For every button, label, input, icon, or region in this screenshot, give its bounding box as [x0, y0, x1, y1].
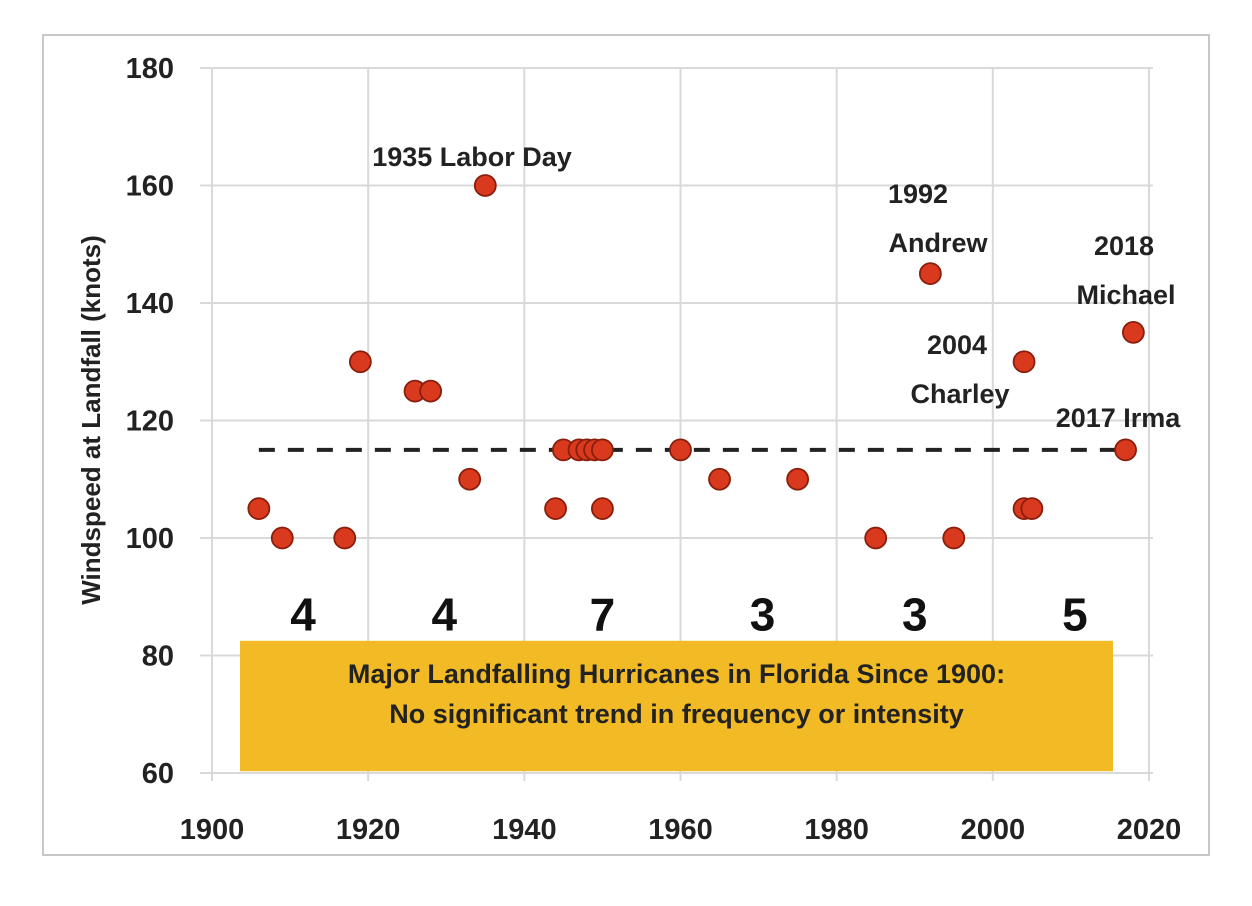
hurricane-annotations: 1935 Labor Day 1992 Andrew 2018 Michael 2004 C… — [372, 142, 1181, 433]
data-point — [864, 526, 888, 550]
data-point — [1114, 438, 1137, 462]
data-point — [419, 379, 443, 403]
x-tick-label: 1980 — [804, 814, 869, 846]
y-tick-label: 80 — [142, 641, 174, 673]
y-tick-labels: 60 80 100 120 140 160 180 — [126, 53, 174, 790]
period-count: 7 — [590, 588, 616, 640]
annotation-label: Andrew — [888, 228, 988, 258]
annotation-label: 2017 Irma — [1056, 403, 1182, 433]
y-tick-label: 120 — [126, 406, 174, 438]
y-tick-label: 60 — [142, 758, 174, 790]
x-tick-label: 1940 — [492, 814, 557, 846]
data-point — [544, 497, 567, 521]
y-tick-label: 100 — [126, 523, 174, 555]
annotation-label: 2018 — [1094, 231, 1154, 261]
y-tick-label: 180 — [126, 53, 174, 85]
text-box-line: No significant trend in frequency or int… — [389, 699, 964, 729]
period-count: 4 — [431, 588, 457, 640]
data-point — [247, 497, 271, 521]
x-tick-label: 1960 — [648, 814, 713, 846]
data-point — [786, 467, 810, 491]
data-point — [591, 438, 614, 462]
data-point — [1012, 350, 1036, 374]
annotation-label: 2004 — [927, 330, 987, 360]
data-points — [247, 174, 1145, 550]
data-point — [1020, 497, 1044, 521]
data-point — [458, 467, 482, 491]
summary-text-box: Major Landfalling Hurricanes in Florida … — [240, 640, 1113, 772]
x-tick-label: 1920 — [336, 814, 401, 846]
annotation-label: Charley — [910, 379, 1009, 409]
data-point — [942, 526, 966, 550]
x-tick-label: 2020 — [1117, 814, 1182, 846]
y-tick-label: 160 — [126, 171, 174, 203]
period-count: 4 — [290, 588, 316, 640]
annotation-label: Michael — [1076, 280, 1175, 310]
text-box-line: Major Landfalling Hurricanes in Florida … — [348, 659, 1005, 689]
period-count-labels: 4 4 7 3 3 5 — [290, 588, 1087, 640]
period-count: 3 — [750, 588, 776, 640]
data-point — [348, 350, 372, 374]
data-point — [333, 526, 357, 550]
period-count: 5 — [1062, 588, 1088, 640]
x-tick-labels: 1900 1920 1940 1960 1980 2000 2020 — [180, 814, 1182, 846]
data-point — [591, 497, 614, 521]
data-point — [270, 526, 294, 550]
data-point — [918, 262, 942, 286]
x-tick-label: 2000 — [961, 814, 1026, 846]
data-point — [1121, 320, 1145, 344]
annotation-label: 1935 Labor Day — [372, 142, 572, 172]
y-tick-label: 140 — [126, 288, 174, 320]
period-count: 3 — [902, 588, 928, 640]
data-point — [669, 438, 692, 462]
annotation-label: 1992 — [888, 179, 948, 209]
data-point — [708, 467, 731, 491]
x-tick-label: 1900 — [180, 814, 245, 846]
y-axis-label: Windspeed at Landfall (knots) — [76, 235, 106, 605]
data-point — [473, 174, 497, 197]
text-box-background — [240, 640, 1113, 772]
